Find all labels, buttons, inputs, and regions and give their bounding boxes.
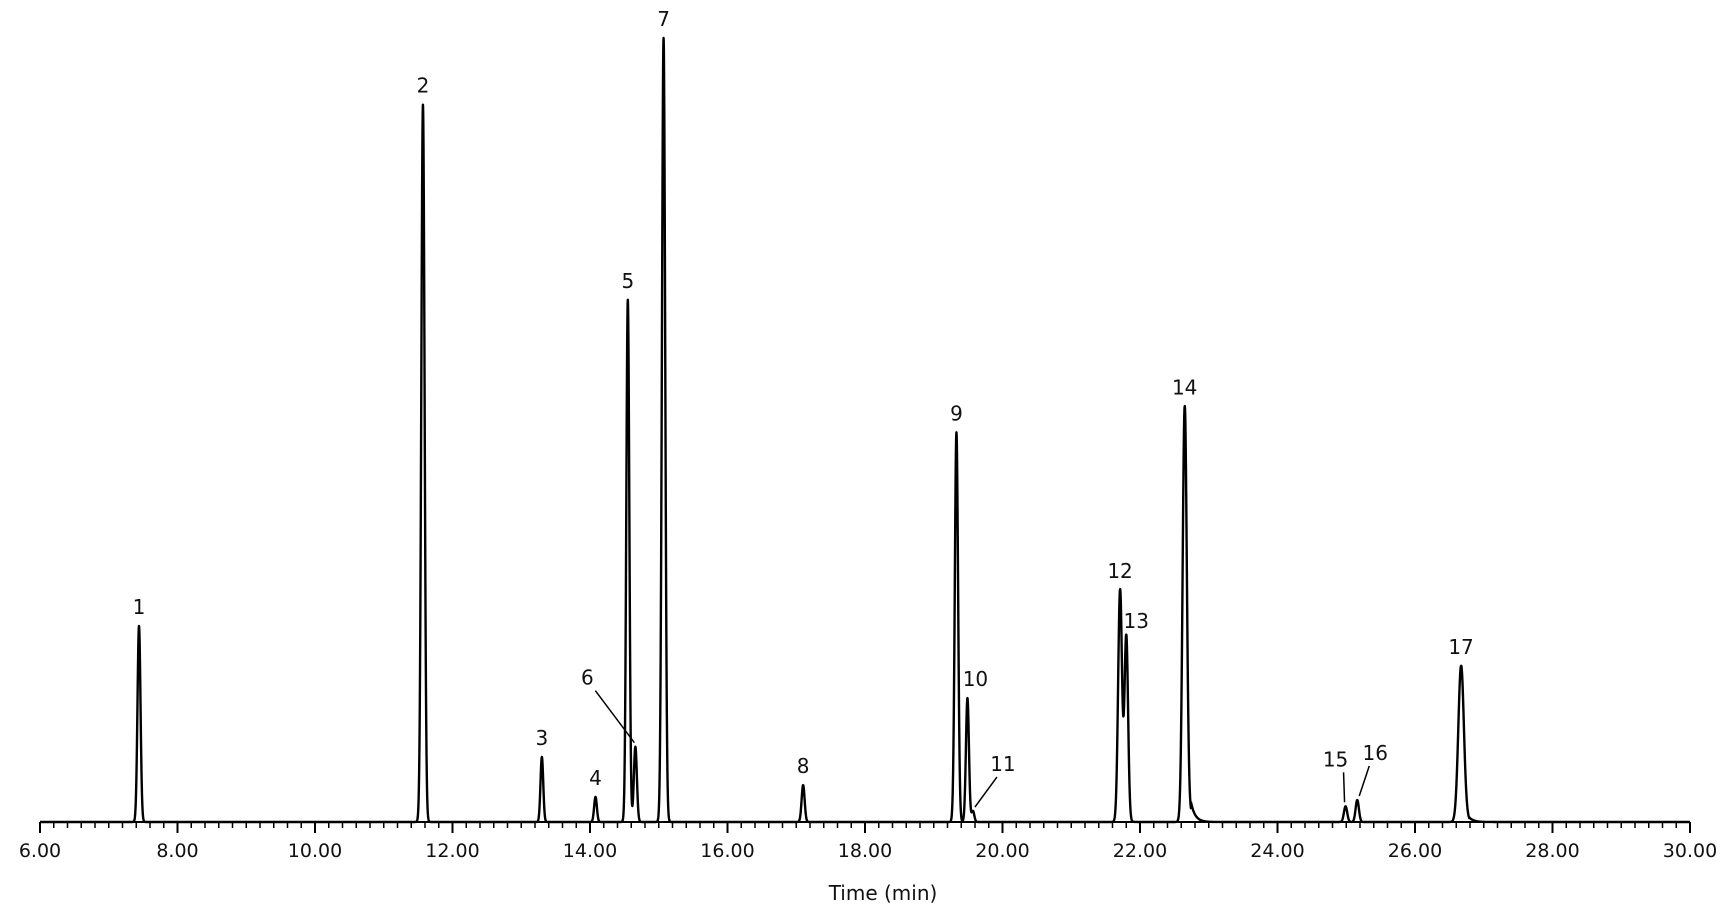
x-tick-label: 6.00 <box>19 840 61 862</box>
peak-label: 5 <box>621 269 634 293</box>
x-tick-label: 12.00 <box>425 840 479 862</box>
chromatogram-trace <box>38 36 1692 824</box>
peak-leader-line <box>974 776 998 808</box>
x-minor-ticks <box>39 822 1691 828</box>
peak-label: 10 <box>963 667 988 691</box>
x-tick-label: 22.00 <box>1113 840 1167 862</box>
x-tick-label: 16.00 <box>700 840 754 862</box>
peak-leader-line <box>594 690 635 744</box>
peak-label: 3 <box>536 726 549 750</box>
peak-label: 11 <box>990 752 1015 776</box>
x-axis: 6.00 8.00 10.00 12.00 14.00 16.00 18.00 20.00 22… <box>19 821 1717 862</box>
peak-label: 6 <box>581 666 594 690</box>
peak-label: 16 <box>1363 741 1388 765</box>
peak-label: 4 <box>589 766 602 790</box>
chromatogram-line <box>38 36 1692 824</box>
x-tick-label: 8.00 <box>156 840 198 862</box>
peak-label: 7 <box>657 7 670 31</box>
peak-label: 8 <box>797 754 810 778</box>
peak-label: 13 <box>1124 609 1149 633</box>
peak-label: 17 <box>1448 635 1473 659</box>
x-tick-labels: 6.00 8.00 10.00 12.00 14.00 16.00 18.00 20.00 22… <box>19 840 1717 862</box>
x-tick-label: 30.00 <box>1663 840 1717 862</box>
x-tick-label: 24.00 <box>1250 840 1304 862</box>
peak-label: 2 <box>417 74 430 98</box>
peak-leader-line <box>1342 772 1346 803</box>
x-tick-label: 18.00 <box>838 840 892 862</box>
peak-label: 9 <box>950 401 963 425</box>
peak-label: 1 <box>133 595 146 619</box>
x-tick-label: 20.00 <box>975 840 1029 862</box>
x-axis-title: Time (min) <box>828 881 938 905</box>
peak-leader-line <box>1358 765 1370 797</box>
x-tick-label: 10.00 <box>288 840 342 862</box>
peak-label: 12 <box>1107 559 1132 583</box>
x-tick-label: 26.00 <box>1388 840 1442 862</box>
peak-label: 14 <box>1172 375 1197 399</box>
x-major-ticks <box>39 822 1691 833</box>
x-tick-label: 14.00 <box>563 840 617 862</box>
x-tick-label: 28.00 <box>1525 840 1579 862</box>
peak-label: 15 <box>1323 747 1348 771</box>
